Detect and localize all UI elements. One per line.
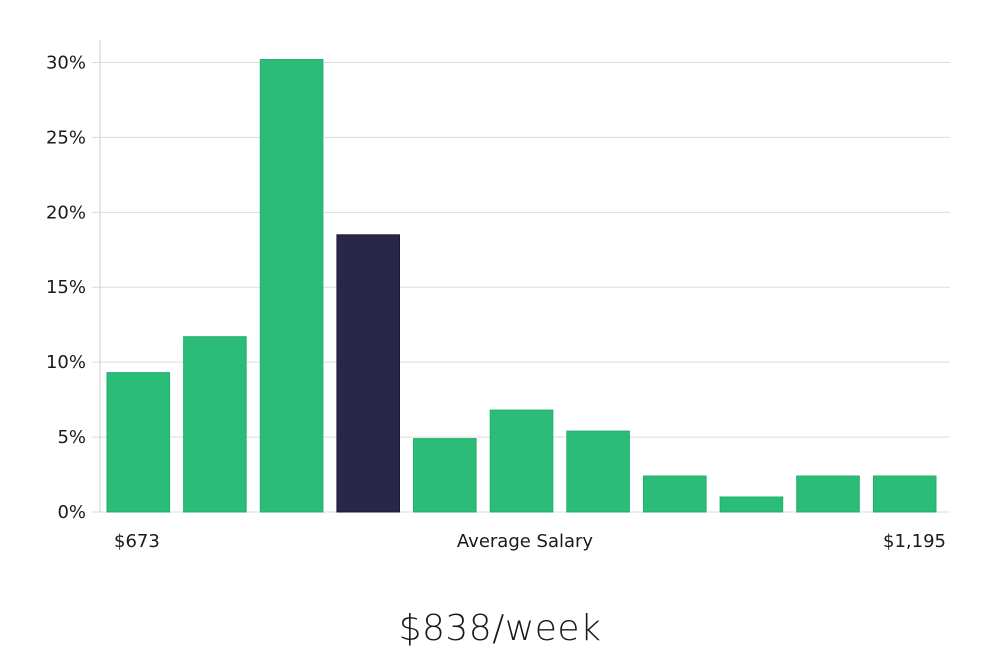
bar xyxy=(872,475,937,513)
bar xyxy=(643,475,707,513)
average-weekly-salary: $838/week xyxy=(398,608,602,649)
salary-histogram: 0%5%10%15%20%25%30% $673 Average Salary … xyxy=(46,40,950,552)
y-tick-label: 25% xyxy=(46,127,86,148)
bar xyxy=(259,59,324,513)
y-tick-label: 20% xyxy=(46,202,86,223)
bar xyxy=(183,336,247,513)
bar xyxy=(566,430,630,513)
y-tick-label: 15% xyxy=(46,277,86,298)
x-axis-title: Average Salary xyxy=(457,531,594,552)
y-tick-label: 10% xyxy=(46,352,86,373)
y-axis-ticks: 0% 5% 10% 15% 20% 25% 30% xyxy=(46,52,86,523)
bar xyxy=(489,409,554,513)
x-max-label: $1,195 xyxy=(883,531,946,552)
bar xyxy=(719,496,784,513)
x-min-label: $673 xyxy=(114,531,160,552)
bar xyxy=(796,475,860,513)
bars xyxy=(106,59,937,513)
y-tick-label: 5% xyxy=(57,427,86,448)
bar xyxy=(106,372,171,513)
y-tick-label: 30% xyxy=(46,52,86,73)
bar xyxy=(413,438,477,513)
y-tick-label: 0% xyxy=(57,502,86,523)
bar-highlighted xyxy=(336,234,400,513)
